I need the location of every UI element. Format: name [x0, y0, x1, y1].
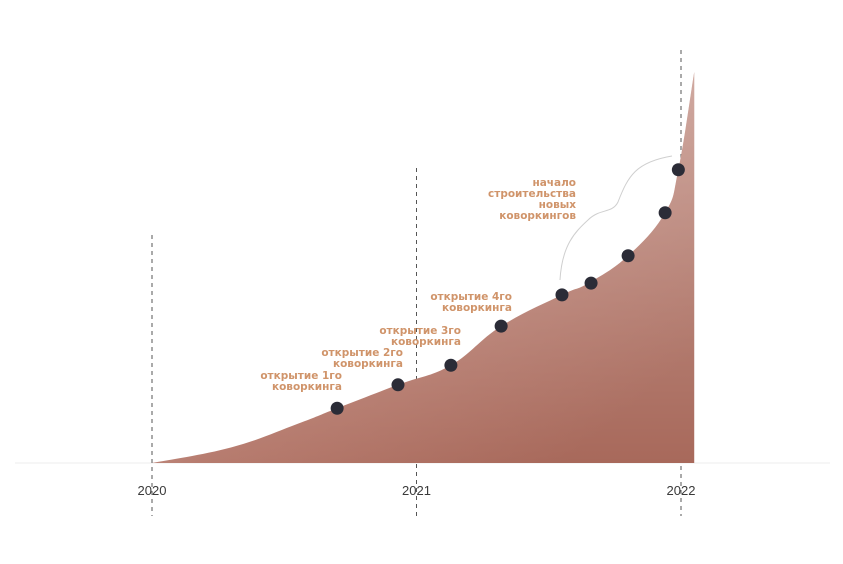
annotation-4-line-2: коворкинга [442, 302, 512, 314]
annotation-1-line-1: открытие 1го [260, 370, 342, 382]
milestone-marker-6 [584, 276, 598, 290]
milestone-marker-8 [658, 206, 672, 220]
milestone-marker-9 [671, 163, 685, 177]
milestone-marker-1 [330, 401, 344, 415]
annotation-5-line-4: коворкингов [499, 210, 576, 222]
x-tick-label-2022: 2022 [667, 483, 696, 498]
annotation-4-line-1: открытие 4го [430, 291, 512, 303]
annotation-3-line-1: открытие 3го [379, 325, 461, 337]
x-tick-label-2020: 2020 [138, 483, 167, 498]
growth-area-highlight [152, 72, 695, 463]
milestone-marker-5 [555, 288, 569, 302]
milestone-marker-4 [494, 319, 508, 333]
annotation-brace [559, 155, 673, 281]
annotation-3-line-2: коворкинга [391, 336, 461, 348]
annotation-2-line-1: открытие 2го [321, 347, 403, 359]
annotation-1-line-2: коворкинга [272, 381, 342, 393]
annotation-5-line-2: строительства [488, 188, 576, 200]
milestone-marker-7 [621, 249, 635, 263]
milestone-marker-2 [391, 378, 405, 392]
annotation-5-line-3: новых [539, 199, 577, 211]
milestone-marker-3 [444, 358, 458, 372]
x-tick-label-2021: 2021 [402, 483, 431, 498]
annotation-2-line-2: коворкинга [333, 358, 403, 370]
annotation-5-line-1: начало [532, 177, 576, 189]
